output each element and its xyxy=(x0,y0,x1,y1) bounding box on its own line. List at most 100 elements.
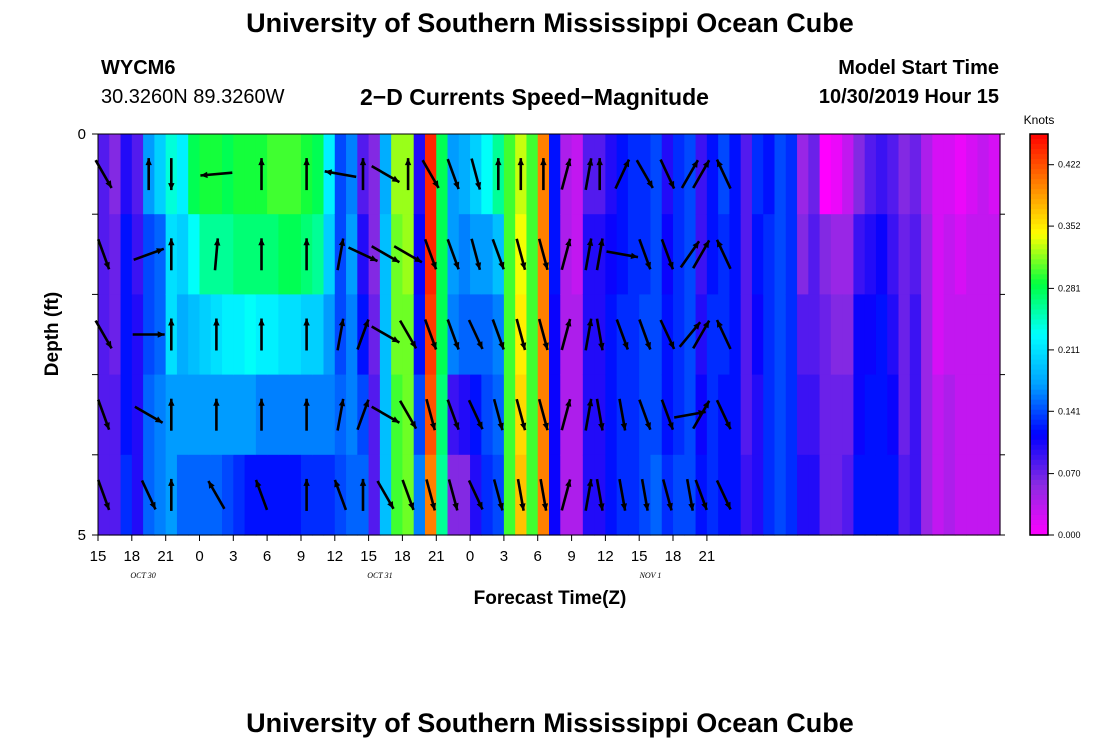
current-vector-arrow xyxy=(359,478,367,511)
current-vector-head xyxy=(667,422,674,430)
current-vector-arrow xyxy=(401,479,415,511)
heatmap-cell xyxy=(808,454,821,536)
current-vector-head xyxy=(475,182,482,190)
heatmap-cell xyxy=(154,454,167,536)
heatmap-cell xyxy=(571,294,584,376)
heatmap-cell xyxy=(650,454,663,536)
heatmap-cell xyxy=(176,454,189,536)
current-vector-arrow xyxy=(200,171,233,179)
heatmap-cell xyxy=(176,134,189,215)
heatmap-cell xyxy=(650,294,663,376)
current-vector-head xyxy=(452,502,459,511)
heatmap-cell xyxy=(154,214,167,295)
heatmap-cell xyxy=(954,214,967,295)
heatmap-cell xyxy=(853,454,866,536)
heatmap-cell xyxy=(706,294,719,376)
current-vector-head xyxy=(620,423,627,431)
current-vector-arrow xyxy=(303,158,310,191)
colorbar-segment xyxy=(1030,284,1048,290)
heatmap-cell xyxy=(109,374,122,456)
heatmap-cell xyxy=(413,454,426,536)
current-vector-arrow xyxy=(336,238,346,271)
current-vector-head xyxy=(620,503,627,511)
heatmap-cell xyxy=(503,134,516,215)
heatmap-cell xyxy=(109,134,122,215)
heatmap-cell xyxy=(109,294,122,376)
current-vector-head xyxy=(475,262,482,270)
x-tick-label: 9 xyxy=(567,548,575,565)
current-vector-head xyxy=(519,503,526,511)
current-vector-arrow xyxy=(324,169,357,179)
colorbar-segment xyxy=(1030,449,1048,456)
colorbar-segment xyxy=(1030,239,1048,245)
heatmap-cell xyxy=(673,134,685,215)
colorbar-segment xyxy=(1030,349,1048,356)
heatmap-cell xyxy=(323,454,336,536)
current-vector-head xyxy=(369,255,378,262)
heatmap-cell xyxy=(977,454,990,536)
current-vector-head xyxy=(520,262,527,270)
heatmap-cell xyxy=(808,214,821,295)
current-vector-arrow xyxy=(425,398,437,431)
current-vector-arrow xyxy=(96,399,111,431)
heatmap-cell xyxy=(763,454,776,536)
heatmap-cell xyxy=(571,214,584,295)
heatmap-cell xyxy=(932,454,945,536)
current-vector-arrow xyxy=(560,158,572,190)
current-vector-arrow xyxy=(539,478,549,511)
colorbar-segment xyxy=(1030,399,1048,406)
heatmap-cell xyxy=(503,454,516,536)
heatmap-cell xyxy=(842,454,855,536)
heatmap-cell xyxy=(278,454,291,536)
colorbar-segment xyxy=(1030,234,1048,240)
current-vector-head xyxy=(149,501,156,510)
current-vector-arrow xyxy=(356,399,370,431)
colorbar-segment xyxy=(1030,269,1048,275)
current-vector-head xyxy=(691,160,698,168)
heatmap-cell xyxy=(188,214,201,295)
current-vector-arrow xyxy=(715,399,732,430)
colorbar-segment xyxy=(1030,289,1048,295)
current-vector-arrow xyxy=(615,319,630,350)
current-vector-head xyxy=(565,238,572,247)
date-label: NOV 1 xyxy=(639,571,662,580)
x-tick-label: 12 xyxy=(597,548,614,565)
heatmap-cell xyxy=(774,294,787,376)
heatmap-cell xyxy=(954,134,967,215)
current-vector-head xyxy=(717,239,723,248)
heatmap-cell xyxy=(977,294,990,376)
current-vector-arrow xyxy=(660,399,675,431)
heatmap-cell xyxy=(909,134,922,215)
x-tick-label: 18 xyxy=(123,548,140,565)
current-vector-arrow xyxy=(606,250,639,259)
current-vector-arrow xyxy=(692,319,711,350)
colorbar-segment xyxy=(1030,479,1048,486)
current-vector-arrow xyxy=(470,238,482,271)
current-vector-arrow xyxy=(303,478,310,511)
current-vector-arrow xyxy=(398,319,418,350)
heatmap-cell xyxy=(458,294,471,376)
heatmap-cell xyxy=(706,374,719,456)
heatmap-cell xyxy=(842,214,855,295)
current-vector-head xyxy=(623,159,629,168)
current-vector-head xyxy=(391,175,400,183)
x-tick-label: 18 xyxy=(394,548,411,565)
heatmap-cell xyxy=(921,374,933,456)
current-vector-arrow xyxy=(96,238,111,270)
x-tick-label: 9 xyxy=(297,548,305,565)
heatmap-cell xyxy=(954,374,967,456)
current-vector-arrow xyxy=(132,331,165,338)
heatmap-cell xyxy=(864,134,877,215)
current-vector-head xyxy=(717,320,723,328)
heatmap-cell xyxy=(233,294,246,376)
station-id: WYCM6 xyxy=(101,57,176,79)
colorbar-segment xyxy=(1030,194,1048,200)
heatmap-cell xyxy=(774,214,787,295)
heatmap-cell xyxy=(391,294,404,376)
heatmap-cell xyxy=(808,294,821,376)
current-vector-head xyxy=(688,503,695,511)
heatmap-cell xyxy=(109,454,122,536)
heatmap-cell xyxy=(323,214,336,295)
current-vector-arrow xyxy=(492,398,504,431)
x-tick-label: 15 xyxy=(90,548,107,565)
